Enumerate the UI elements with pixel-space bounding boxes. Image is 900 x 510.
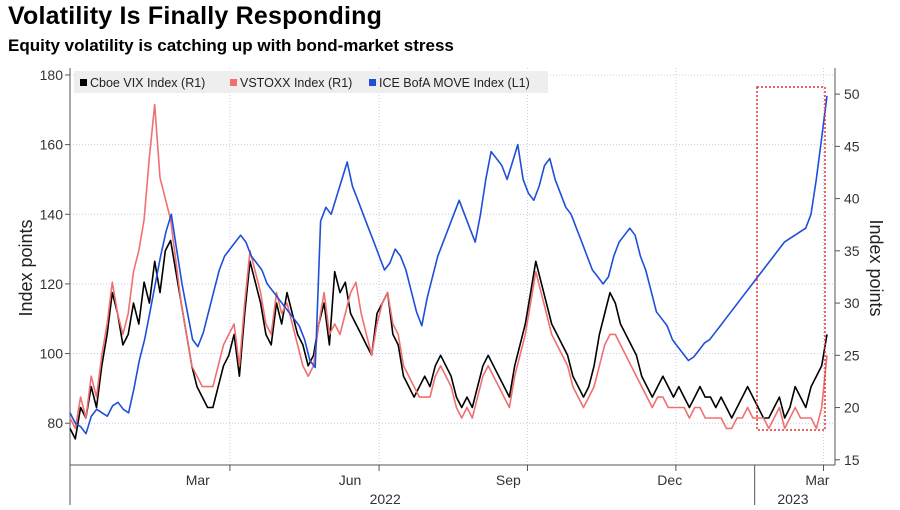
right-tick-label: 20 — [844, 400, 860, 416]
legend-label: ICE BofA MOVE Index (L1) — [379, 76, 530, 90]
legend-swatch — [369, 79, 376, 86]
chart-title: Volatility Is Finally Responding — [8, 2, 383, 30]
left-axis-ticks: 80 100 120 140 160 180 — [40, 67, 70, 431]
series-line-move — [69, 95, 828, 435]
left-tick-label: 140 — [40, 206, 64, 222]
legend-swatch — [80, 79, 87, 86]
y-axis-label-left: Index points — [16, 219, 36, 316]
right-tick-label: 45 — [844, 138, 860, 154]
series-line-vstoxx — [69, 103, 828, 430]
chart-subtitle: Equity volatility is catching up with bo… — [8, 36, 454, 55]
right-axis-ticks: 15 20 25 30 35 40 45 50 — [835, 86, 860, 468]
right-tick-label: 35 — [844, 243, 860, 259]
x-tick-label: Mar — [186, 472, 210, 488]
series-lines — [69, 95, 828, 440]
right-tick-label: 30 — [844, 295, 860, 311]
highlight-rect — [756, 86, 826, 431]
x-axis-ticks: Mar Jun Sep Dec Mar 2022 2023 — [69, 465, 830, 507]
x-tick-label: Sep — [496, 472, 521, 488]
series-line-vix — [69, 239, 828, 440]
right-tick-label: 15 — [844, 452, 860, 468]
year-label: 2022 — [370, 491, 401, 507]
legend-label: VSTOXX Index (R1) — [240, 76, 352, 90]
legend-swatch — [230, 79, 237, 86]
legend-background — [74, 71, 548, 93]
left-tick-label: 120 — [40, 276, 64, 292]
plot-frame — [69, 68, 836, 466]
left-tick-label: 160 — [40, 137, 64, 153]
right-tick-label: 25 — [844, 347, 860, 363]
x-tick-label: Mar — [805, 472, 829, 488]
right-tick-label: 40 — [844, 191, 860, 207]
x-tick-label: Dec — [657, 472, 682, 488]
left-tick-label: 100 — [40, 346, 64, 362]
x-tick-label: Jun — [339, 472, 362, 488]
gridlines — [69, 68, 835, 465]
left-tick-label: 80 — [47, 415, 63, 431]
y-axis-label-right: Index points — [866, 219, 886, 316]
right-tick-label: 50 — [844, 86, 860, 102]
legend-label: Cboe VIX Index (R1) — [90, 76, 205, 90]
highlight-box — [756, 86, 826, 431]
left-tick-label: 180 — [40, 67, 64, 83]
year-label: 2023 — [777, 491, 808, 507]
legend: Cboe VIX Index (R1) VSTOXX Index (R1) ICE … — [74, 71, 548, 93]
